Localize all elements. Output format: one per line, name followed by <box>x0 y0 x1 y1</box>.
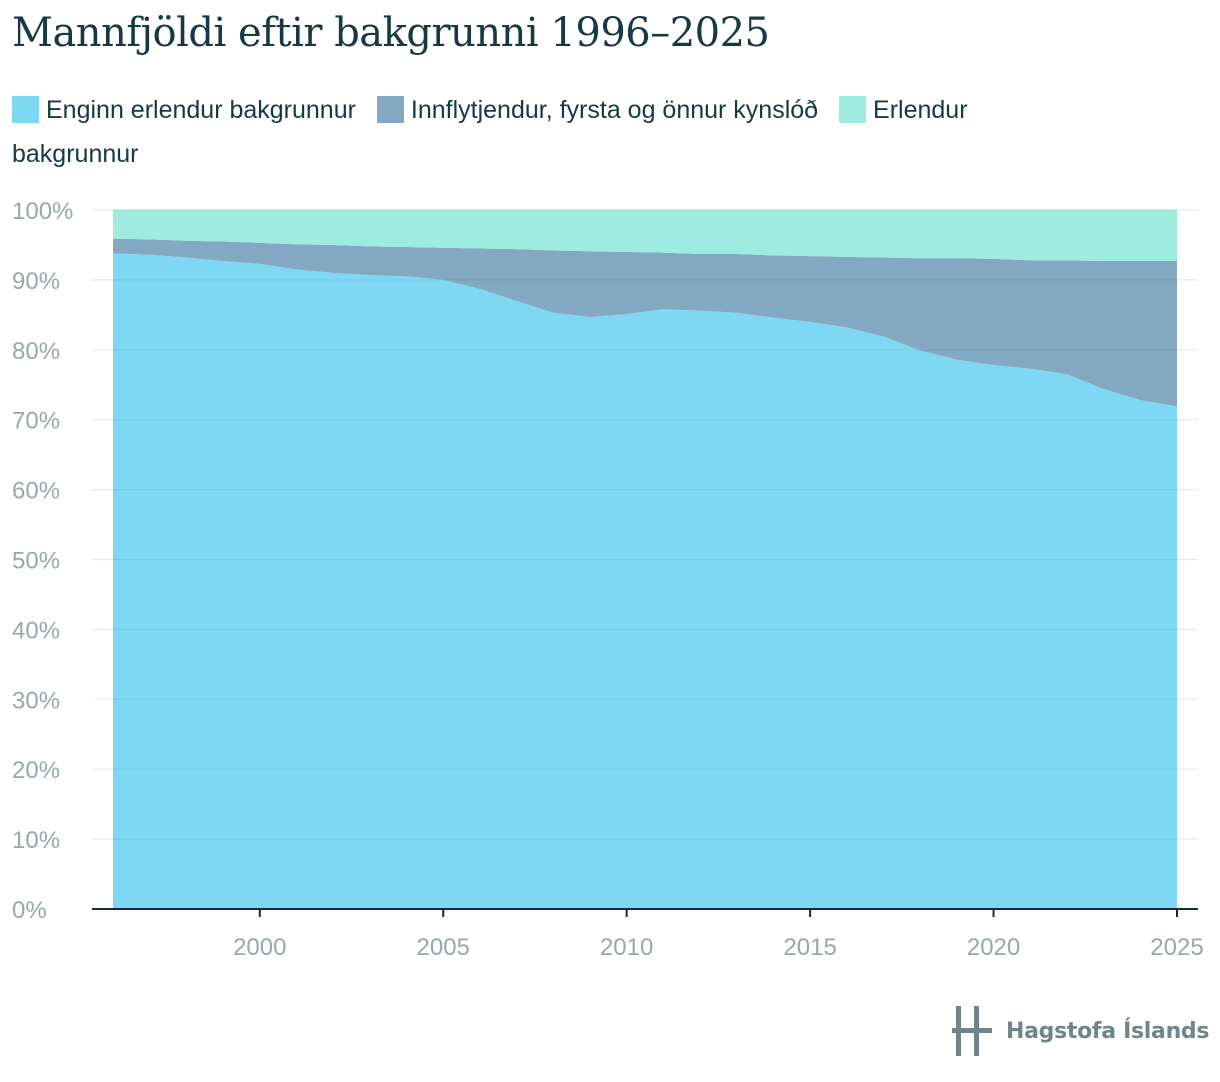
x-tick-label-2015: 2015 <box>783 934 836 961</box>
legend-item-immigrants[interactable]: Innflytjendur, fyrsta og önnur kynslóð <box>376 96 819 124</box>
y-tick-label-90: 90% <box>12 268 60 295</box>
y-tick-label-100: 100% <box>12 198 73 225</box>
x-tick-label-2005: 2005 <box>417 934 470 961</box>
x-tick-label-2020: 2020 <box>967 934 1020 961</box>
y-tick-label-20: 20% <box>12 757 60 784</box>
y-tick-label-40: 40% <box>12 617 60 644</box>
area-series-0[interactable] <box>113 253 1177 910</box>
y-tick-label-60: 60% <box>12 478 60 505</box>
legend-label-foreign-background: Erlendur bakgrunnur <box>12 96 968 168</box>
chart-title: Mannfjöldi eftir bakgrunni 1996–2025 <box>12 10 770 56</box>
x-tick-label-2025: 2025 <box>1150 934 1203 961</box>
hagstofa-logo[interactable]: Hagstofa Íslands <box>952 1006 1209 1056</box>
y-tick-label-70: 70% <box>12 408 60 435</box>
area-series <box>113 209 1177 910</box>
y-tick-label-0: 0% <box>12 897 47 924</box>
legend-item-foreign-background[interactable]: Erlendur bakgrunnur <box>12 96 968 168</box>
x-tick-label-2000: 2000 <box>233 934 286 961</box>
x-tick-label-2010: 2010 <box>600 934 653 961</box>
area-series-1[interactable] <box>113 238 1177 407</box>
y-tick-label-30: 30% <box>12 687 60 714</box>
legend-label-immigrants: Innflytjendur, fyrsta og önnur kynslóð <box>410 96 819 124</box>
legend-swatch-no-foreign-background <box>12 96 39 123</box>
hagstofa-logo-icon <box>952 1006 992 1056</box>
y-tick-label-50: 50% <box>12 548 60 575</box>
legend-swatch-immigrants <box>376 96 404 123</box>
legend-label-no-foreign-background: Enginn erlendur bakgrunnur <box>46 96 356 124</box>
legend-swatch-foreign-background <box>839 96 867 123</box>
stacked-area-chart: 0% 10% 20% 30% 40% 50% 60% 70% 80% 90% 100% 2000 200… <box>12 198 1204 961</box>
y-tick-label-10: 10% <box>12 827 60 854</box>
axes: 0% 10% 20% 30% 40% 50% 60% 70% 80% 90% 100% 2000 200… <box>12 198 1204 961</box>
area-series-2[interactable] <box>113 210 1177 262</box>
legend: Enginn erlendur bakgrunnur Innflytjendur… <box>12 88 1112 176</box>
hagstofa-logo-text: Hagstofa Íslands <box>1006 1018 1210 1044</box>
legend-item-no-foreign-background[interactable]: Enginn erlendur bakgrunnur <box>12 96 356 124</box>
y-tick-label-80: 80% <box>12 338 60 365</box>
